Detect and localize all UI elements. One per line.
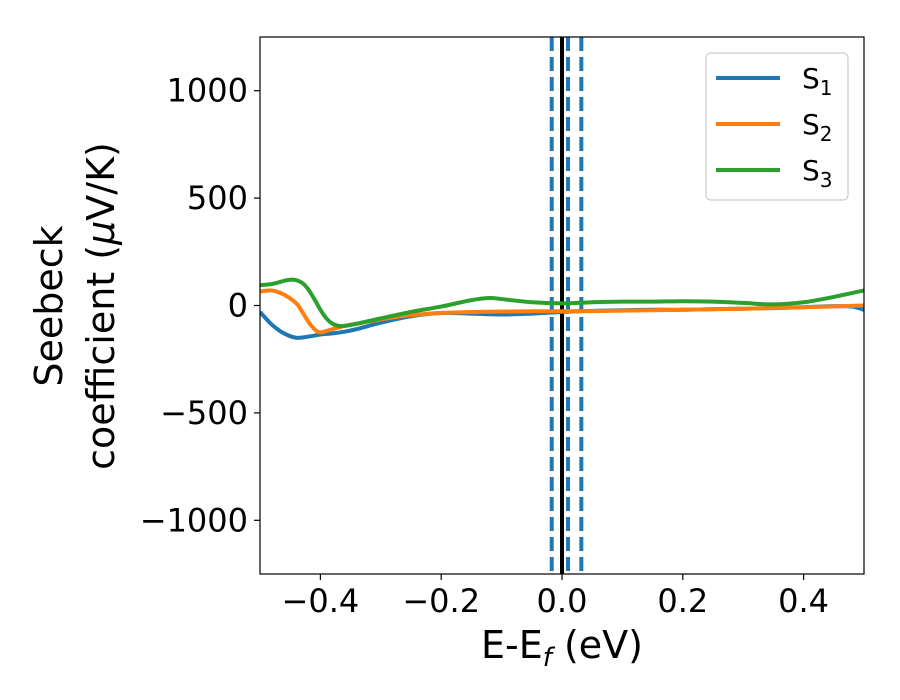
series-line-s3 — [260, 277, 864, 329]
y-tick-label: −1000 — [140, 501, 248, 539]
legend: S1 S2 S3 — [705, 52, 849, 201]
y-tick-label: −500 — [160, 394, 248, 432]
y-tick-label: 500 — [187, 179, 248, 217]
x-tick-label: −0.2 — [402, 582, 480, 620]
legend-label-s1: S1 — [802, 62, 833, 100]
x-tick-label: 0.2 — [657, 582, 708, 620]
y-axis-label-line1: Seebeck — [27, 225, 71, 386]
x-tick-label: 0.0 — [537, 582, 588, 620]
x-tick-label: 0.4 — [778, 582, 829, 620]
legend-box — [705, 52, 849, 201]
x-axis-label: E-Ef (eV) — [481, 623, 643, 673]
y-axis-label-line2: coefficient (μV/K) — [79, 142, 123, 470]
x-tick-label: −0.4 — [282, 582, 360, 620]
y-tick-label: 1000 — [167, 72, 248, 110]
legend-label-s3: S3 — [802, 154, 833, 192]
legend-label-s2: S2 — [802, 108, 833, 146]
y-tick-label: 0 — [228, 287, 248, 325]
